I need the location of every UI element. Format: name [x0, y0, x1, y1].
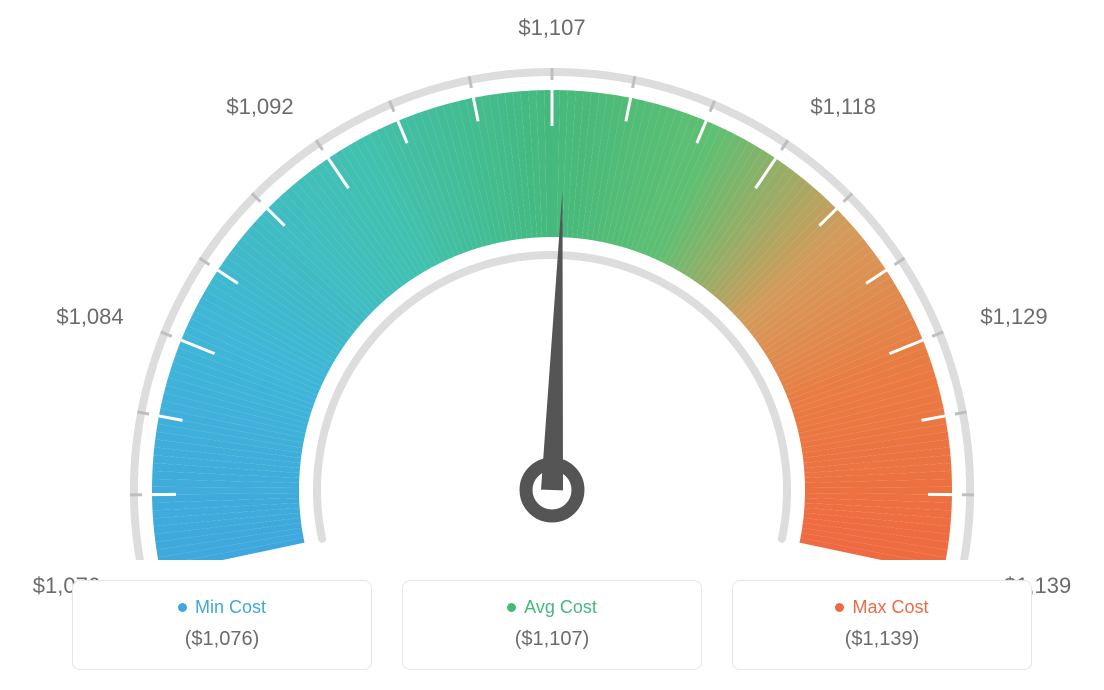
legend-value-avg: ($1,107)	[423, 628, 681, 651]
legend-title-avg: Avg Cost	[507, 597, 597, 618]
gauge-tick-label: $1,084	[56, 304, 123, 330]
gauge-tick-label: $1,129	[980, 304, 1047, 330]
gauge-svg	[0, 0, 1104, 560]
gauge-area: $1,076$1,084$1,092$1,107$1,118$1,129$1,1…	[0, 0, 1104, 560]
chart-container: $1,076$1,084$1,092$1,107$1,118$1,129$1,1…	[0, 0, 1104, 690]
legend-card-max: Max Cost ($1,139)	[732, 580, 1032, 670]
dot-icon	[178, 603, 187, 612]
gauge-tick-label: $1,092	[226, 94, 293, 120]
legend-card-min: Min Cost ($1,076)	[72, 580, 372, 670]
legend-title-max: Max Cost	[835, 597, 928, 618]
legend-title-label: Min Cost	[195, 597, 266, 618]
dot-icon	[507, 603, 516, 612]
gauge-tick-label: $1,118	[810, 94, 876, 120]
legend-value-min: ($1,076)	[93, 628, 351, 651]
legend-value-max: ($1,139)	[753, 628, 1011, 651]
legend-title-label: Avg Cost	[524, 597, 597, 618]
legend-title-min: Min Cost	[178, 597, 266, 618]
dot-icon	[835, 603, 844, 612]
legend-row: Min Cost ($1,076) Avg Cost ($1,107) Max …	[0, 580, 1104, 670]
legend-title-label: Max Cost	[852, 597, 928, 618]
legend-card-avg: Avg Cost ($1,107)	[402, 580, 702, 670]
gauge-tick-label: $1,107	[518, 15, 585, 41]
